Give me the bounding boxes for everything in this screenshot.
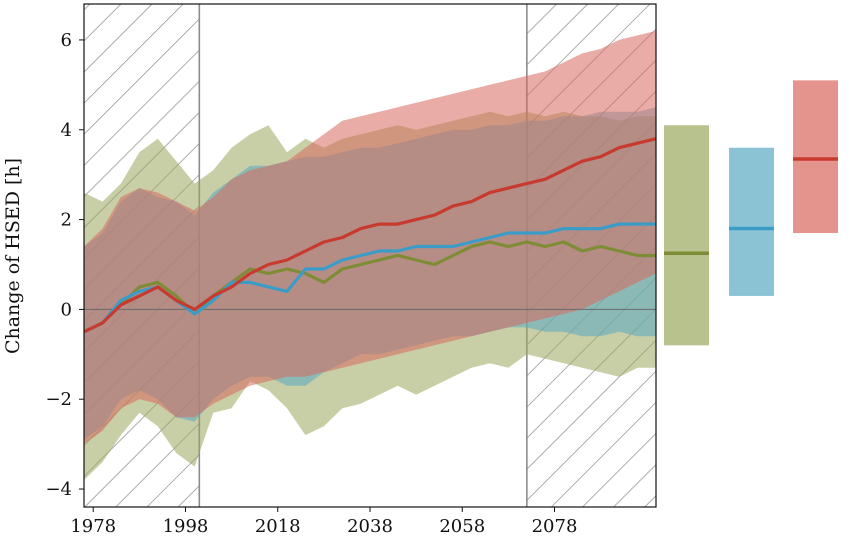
y-tick-label-0: −4 [45, 479, 72, 500]
x-tick-label-1: 1998 [163, 516, 209, 537]
y-tick-label-3: 2 [61, 210, 72, 231]
series-line-0 [84, 240, 656, 334]
range-bar-0 [664, 125, 709, 346]
y-tick-label-4: 4 [61, 120, 72, 141]
series-line-2 [84, 137, 656, 334]
y-tick-label-2: 0 [61, 299, 72, 320]
range-bars [664, 80, 838, 346]
y-tick-label-1: −2 [45, 389, 72, 410]
y-axis-label: Change of HSED [h] [2, 158, 24, 354]
uncertainty-band-2 [84, 30, 656, 445]
x-tick-label-0: 1978 [70, 516, 116, 537]
series-lines [84, 137, 656, 334]
x-tick-label-2: 2018 [255, 516, 301, 537]
uncertainty-bands [84, 30, 656, 481]
range-bar-2 [793, 80, 838, 234]
x-tick-label-3: 2038 [347, 516, 393, 537]
axis-ticks: −4 −2 0 2 4 6 1978 1998 2018 2038 2058 2078 [45, 30, 577, 537]
range-bar-1 [729, 147, 774, 296]
y-tick-label-5: 6 [61, 30, 72, 51]
x-tick-label-4: 2058 [439, 516, 485, 537]
x-tick-label-5: 2078 [532, 516, 578, 537]
